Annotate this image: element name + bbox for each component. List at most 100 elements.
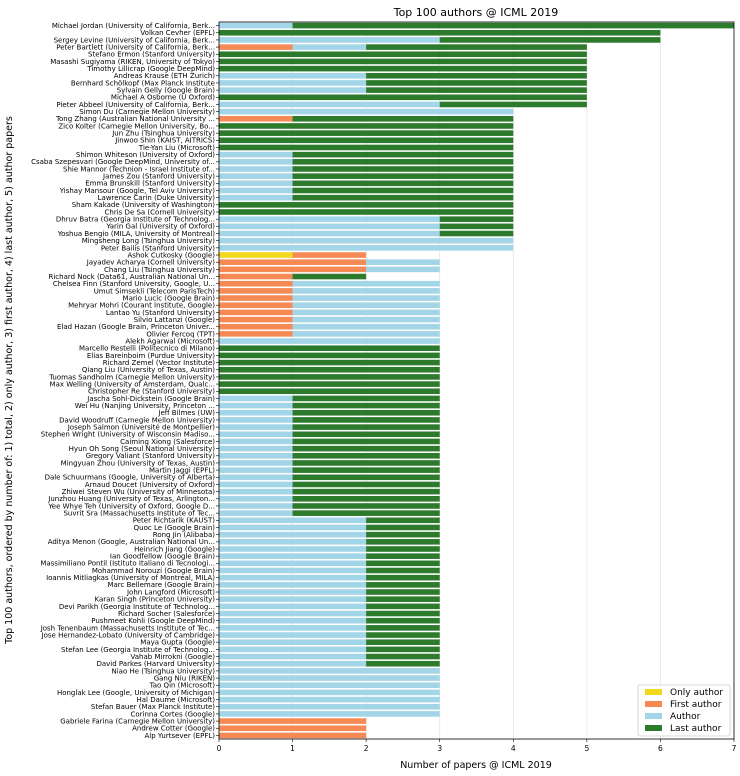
- bar-segment-last: [366, 539, 440, 545]
- bar-segment-first: [219, 288, 293, 294]
- bar-segment-last: [219, 209, 514, 215]
- bar-segment-author: [292, 302, 440, 309]
- y-tick-label: David Woodruff (Carnegie Mellon Universi…: [59, 416, 215, 424]
- bar-segment-last: [366, 639, 440, 646]
- bar-segment-author: [219, 617, 367, 624]
- bar-segment-last: [366, 625, 440, 631]
- bar-segment-last: [366, 80, 587, 86]
- bar-segment-last: [292, 445, 440, 452]
- bar-segment-last: [366, 646, 440, 653]
- y-tick-label: Masashi Sugiyama (RIKEN, University of T…: [50, 58, 215, 66]
- y-tick-label: Mehryar Mohri (Courant Institute, Google…: [68, 302, 215, 310]
- y-tick-label: Wei Hu (Nanjing University, Princeton ..…: [75, 402, 215, 410]
- y-tick-label: Josh Tenenbaum (Massachusetts Institute …: [40, 624, 215, 632]
- bar-segment-author: [292, 331, 440, 337]
- bar-segment-last: [292, 452, 440, 459]
- y-tick-label: Massimiliano Pontil (Istituto Italiano d…: [40, 560, 215, 568]
- bar-segment-author: [219, 574, 367, 581]
- y-tick-label: Olivier Fercoq (TPT): [146, 330, 215, 338]
- y-tick-label: John Langford (Microsoft): [126, 588, 215, 596]
- bar-segment-author: [219, 166, 293, 172]
- bar-segment-last: [292, 409, 440, 416]
- bar-segment-last: [366, 517, 440, 524]
- bar-segment-first: [219, 295, 293, 301]
- bar-segment-author: [292, 280, 440, 287]
- bar-segment-author: [219, 409, 293, 416]
- bar-segment-first: [219, 725, 367, 732]
- y-tick-label: Sham Kakade (University of Washington): [72, 201, 216, 209]
- bar-segment-author: [292, 323, 440, 330]
- y-tick-label: Suvrit Sra (Massachusetts Institute of T…: [63, 510, 215, 518]
- bar-segment-last: [292, 402, 440, 409]
- bar-segment-author: [219, 159, 293, 165]
- y-tick-label: Ian Goodfellow (Google Brain): [110, 553, 215, 561]
- y-tick-label: Chang Liu (Tsinghua University): [104, 266, 215, 274]
- y-tick-label: Mohammad Norouzi (Google Brain): [92, 567, 215, 575]
- y-tick-label: Pieter Abbeel (University of California,…: [56, 101, 215, 109]
- y-axis-title: Top 100 authors, ordered by number of: 1…: [4, 116, 15, 645]
- bar-segment-last: [219, 381, 440, 387]
- y-tick-label: Michael Jordan (University of California…: [52, 22, 215, 30]
- bar-segment-first: [219, 309, 293, 316]
- bar-segment-author: [219, 653, 367, 660]
- bar-segment-last: [292, 194, 514, 201]
- bar-segment-last: [292, 438, 440, 445]
- y-tick-label: Stefan Lee (Georgia Institute of Technol…: [61, 646, 215, 654]
- x-tick-label: 5: [584, 744, 589, 753]
- bar-segment-first: [219, 44, 293, 50]
- bar-segment-author: [219, 682, 440, 689]
- bar-segment-author: [219, 524, 367, 531]
- y-tick-label: Junzhou Huang (University of Texas, Arli…: [47, 495, 215, 503]
- y-tick-label: Peter Bailis (Stanford University): [101, 244, 215, 252]
- legend-label-last-author: Last author: [670, 724, 722, 734]
- bar-segment-author: [219, 703, 440, 710]
- bar-segment-first: [219, 273, 293, 280]
- bar-segment-last: [292, 467, 440, 473]
- y-tick-label: Heinrich Jiang (Google): [134, 545, 215, 553]
- bar-segment-last: [292, 510, 440, 516]
- x-tick-label: 4: [511, 744, 516, 753]
- y-tick-label: Rong Jin (Alibaba): [153, 531, 215, 539]
- bar-segment-last: [366, 660, 440, 667]
- y-tick-label: Lawrence Carin (Duke University): [98, 194, 216, 202]
- y-tick-label: Alekh Agarwal (Microsoft): [125, 337, 215, 345]
- bar-segment-author: [219, 173, 293, 179]
- y-tick-label: Richard Socher (Salesforce): [118, 610, 215, 618]
- x-tick-label: 7: [732, 744, 737, 753]
- bar-segment-author: [219, 431, 293, 438]
- y-tick-label: Alp Yurtsever (EPFL): [145, 732, 216, 740]
- bar-segment-last: [292, 496, 440, 502]
- bar-segment-last: [219, 366, 440, 373]
- bar-segment-last: [439, 223, 514, 230]
- y-tick-label: Mingyuan Zhou (University of Texas, Aust…: [61, 459, 216, 467]
- bar-segment-author: [292, 288, 440, 294]
- bar-segment-author: [219, 639, 367, 646]
- bar-segment-last: [439, 37, 661, 43]
- y-tick-label: Jose Hernandez-Lobato (University of Cam…: [41, 631, 216, 639]
- bar-segment-author: [219, 417, 293, 423]
- bars: [219, 22, 734, 739]
- bar-segment-author: [219, 589, 367, 595]
- bar-segment-last: [366, 524, 440, 531]
- bar-segment-last: [366, 582, 440, 588]
- bar-segment-last: [366, 560, 440, 567]
- bar-segment-author: [219, 711, 440, 717]
- y-tick-label: Lantao Yu (Stanford University): [106, 309, 215, 317]
- bar-segment-last: [366, 632, 440, 638]
- bar-segment-author: [219, 395, 293, 402]
- bar-segment-last: [292, 173, 514, 179]
- bar-segment-last: [366, 617, 440, 624]
- bar-segment-last: [292, 159, 514, 165]
- chart-title: Top 100 authors @ ICML 2019: [393, 6, 559, 19]
- bar-segment-last: [366, 553, 440, 559]
- bar-segment-author: [219, 80, 367, 86]
- bar-segment-last: [439, 101, 587, 108]
- bar-segment-last: [439, 230, 514, 237]
- bar-segment-author: [219, 237, 514, 244]
- y-tick-label: Mingsheng Long (Tsinghua University): [82, 237, 216, 245]
- y-tick-label: Timothy Lillicrap (Google DeepMind): [86, 65, 215, 73]
- bar-segment-author: [219, 596, 367, 602]
- y-tick-label: Caiming Xiong (Salesforce): [120, 438, 215, 446]
- bar-segment-author: [219, 194, 293, 201]
